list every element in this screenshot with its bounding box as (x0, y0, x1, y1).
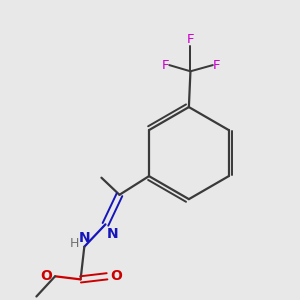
Text: N: N (79, 231, 90, 245)
Text: O: O (110, 269, 122, 283)
Text: O: O (41, 269, 52, 283)
Text: F: F (213, 58, 220, 72)
Text: F: F (187, 33, 194, 46)
Text: H: H (69, 236, 79, 250)
Text: N: N (107, 227, 118, 241)
Text: F: F (162, 58, 169, 72)
